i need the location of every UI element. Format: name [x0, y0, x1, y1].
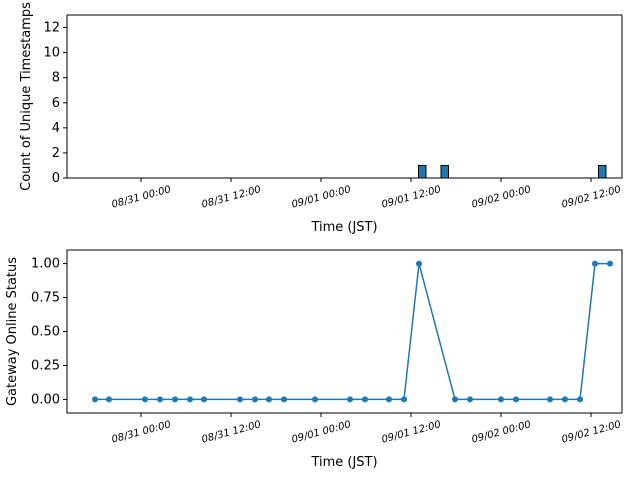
point: [142, 396, 148, 403]
y-tick-label: 12: [43, 21, 60, 36]
point: [467, 396, 473, 403]
x-tick-label: 08/31 12:00: [201, 419, 263, 445]
point: [201, 396, 207, 403]
point: [106, 396, 112, 403]
x-tick-label: 09/02 00:00: [471, 184, 533, 210]
point: [513, 396, 519, 403]
axes-frame: [66, 249, 623, 414]
x-tick-label: 08/31 12:00: [201, 184, 263, 210]
point: [607, 260, 613, 267]
point: [252, 396, 258, 403]
point: [452, 396, 458, 403]
series-line: [95, 262, 610, 401]
y-axis-label: Gateway Online Status: [5, 257, 20, 406]
y-tick-label: 6: [52, 96, 60, 111]
point: [577, 396, 583, 403]
point: [547, 396, 553, 403]
point: [312, 396, 318, 403]
point: [401, 396, 407, 403]
x-axis-label: Time (JST): [310, 455, 377, 470]
x-tick-label: 09/01 00:00: [291, 419, 353, 445]
x-axis-label: Time (JST): [310, 220, 377, 235]
y-tick-label: 0.25: [31, 358, 60, 373]
point: [172, 396, 178, 403]
point: [92, 396, 98, 403]
y-tick-label: 0.50: [31, 325, 60, 340]
y-tick-label: 0: [52, 171, 60, 186]
x-tick-label: 09/02 12:00: [561, 184, 623, 210]
x-tick-label: 08/31 00:00: [111, 184, 173, 210]
y-tick-label: 8: [52, 71, 60, 86]
point: [266, 396, 272, 403]
x-tick-label: 09/01 12:00: [381, 184, 443, 210]
point: [362, 396, 368, 403]
bar: [440, 164, 449, 179]
point: [592, 260, 598, 267]
point: [562, 396, 568, 403]
point: [498, 396, 504, 403]
bar: [418, 164, 427, 179]
x-tick-label: 09/02 12:00: [561, 419, 623, 445]
y-tick-label: 0.00: [31, 392, 60, 407]
y-tick-label: 2: [52, 146, 60, 161]
y-axis-label: Count of Unique Timestamps: [19, 2, 34, 191]
point: [347, 396, 353, 403]
x-tick-label: 09/02 00:00: [471, 419, 533, 445]
y-tick-label: 0.75: [31, 291, 60, 306]
y-tick-label: 10: [43, 46, 60, 61]
point: [187, 396, 193, 403]
point: [157, 396, 163, 403]
bar: [598, 164, 607, 179]
x-tick-label: 08/31 00:00: [111, 419, 173, 445]
point: [386, 396, 392, 403]
x-tick-label: 09/01 00:00: [291, 184, 353, 210]
point: [416, 260, 422, 267]
point: [237, 396, 243, 403]
x-tick-label: 09/01 12:00: [381, 419, 443, 445]
y-tick-label: 4: [52, 121, 60, 136]
axes-frame: [66, 14, 623, 179]
y-tick-label: 1.00: [31, 257, 60, 272]
point: [281, 396, 287, 403]
